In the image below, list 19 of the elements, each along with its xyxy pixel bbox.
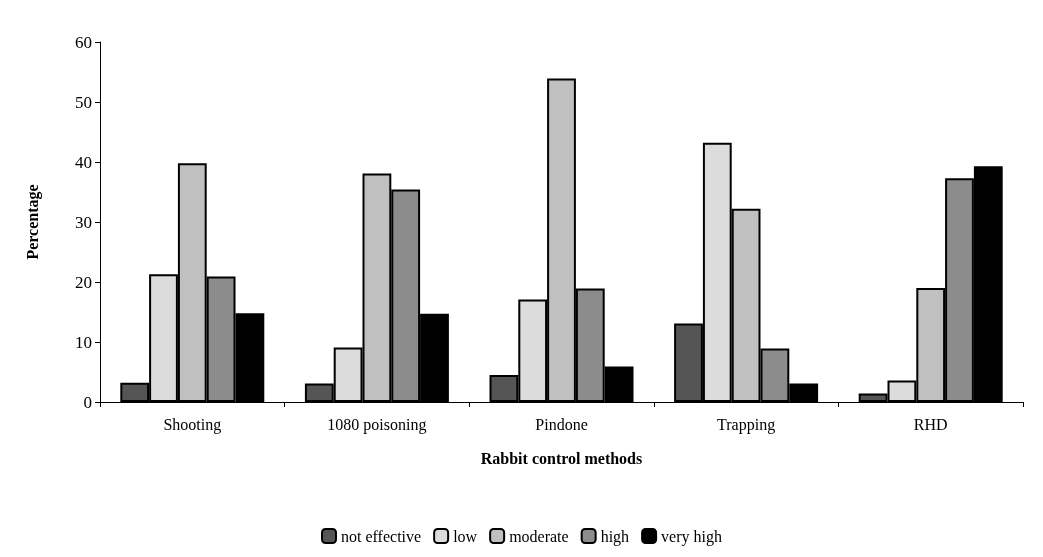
y-tick-label: 50 <box>75 92 92 112</box>
y-tick-label: 40 <box>75 152 92 172</box>
legend-label: not effective <box>341 527 422 545</box>
legend-label: high <box>600 527 630 546</box>
x-axis-title: Rabbit control methods <box>480 449 643 467</box>
x-tick-label: Trapping <box>717 415 776 434</box>
x-tick-label: RHD <box>913 415 948 433</box>
legend-label: low <box>453 527 478 545</box>
legend-label: very high <box>661 527 722 546</box>
y-tick-label: 30 <box>75 212 92 232</box>
x-tick-label: Pindone <box>535 415 588 433</box>
y-tick-label: 60 <box>75 32 92 52</box>
x-tick-label: Shooting <box>163 415 222 434</box>
y-tick-label: 10 <box>75 332 92 352</box>
y-axis-title: Percentage <box>23 184 42 260</box>
x-tick-label: 1080 poisoning <box>327 415 427 434</box>
legend-label: moderate <box>509 527 569 545</box>
y-tick-label: 0 <box>83 392 92 412</box>
y-tick-label: 20 <box>75 272 92 292</box>
